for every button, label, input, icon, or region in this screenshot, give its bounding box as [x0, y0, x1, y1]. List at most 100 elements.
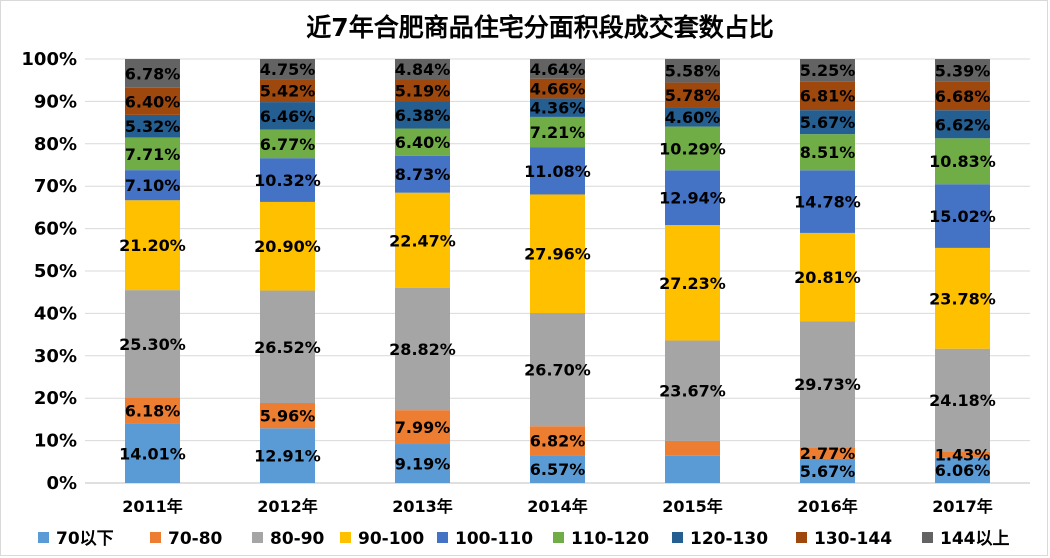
- x-tick-label: 2014年: [527, 497, 588, 516]
- bar-segment: [665, 225, 720, 341]
- bar-segment: [395, 101, 450, 129]
- x-axis: 2011年 2012年 2013年 2014年 2015年 2016年 2017年: [122, 497, 993, 516]
- data-label: 6.81%: [800, 87, 856, 106]
- bar-segment: [125, 114, 180, 138]
- data-label: 5.25%: [800, 61, 856, 80]
- data-label: 5.96%: [260, 407, 316, 426]
- x-tick-label: 2015年: [662, 497, 723, 516]
- bar-segment: [935, 457, 990, 483]
- bar-segment: [125, 170, 180, 201]
- chart-title: 近7年合肥商品住宅分面积段成交套数占比: [306, 13, 773, 42]
- bar-segment: [935, 348, 990, 452]
- bar-segment: [125, 200, 180, 291]
- data-label: 27.96%: [524, 245, 591, 264]
- legend-swatch: [340, 532, 351, 543]
- bar-segment: [530, 78, 585, 99]
- bars: [125, 58, 990, 483]
- bar-segment: [935, 138, 990, 185]
- data-label: 7.71%: [125, 145, 181, 164]
- data-label: 28.82%: [389, 340, 456, 359]
- data-label: 27.23%: [659, 274, 726, 293]
- bar-segment: [125, 397, 180, 424]
- legend-label: 120-130: [690, 529, 768, 549]
- bar-segment: [125, 59, 180, 88]
- legend-swatch: [437, 532, 448, 543]
- bar-segment: [665, 170, 720, 226]
- x-tick-label: 2017年: [932, 497, 993, 516]
- bar-segment: [935, 184, 990, 248]
- bar-segment: [935, 110, 990, 139]
- data-label: 7.10%: [125, 176, 181, 195]
- y-tick-label: 60%: [34, 219, 77, 240]
- bar-segment: [260, 402, 315, 429]
- legend: 70以下 70-80 80-90 90-100 100-110 110-120 120-13…: [38, 529, 1010, 549]
- bar-segment: [935, 59, 990, 82]
- bar-segment: [665, 126, 720, 171]
- data-label: 12.91%: [254, 447, 321, 466]
- data-label: 5.67%: [800, 462, 856, 481]
- bar-segment: [665, 340, 720, 441]
- bar-segment: [125, 290, 180, 398]
- data-label: 15.02%: [929, 207, 996, 226]
- legend-swatch: [922, 532, 933, 543]
- bar-segment: [395, 128, 450, 156]
- bar-segment: [260, 201, 315, 291]
- bar-segment: [665, 82, 720, 108]
- legend-swatch: [672, 532, 683, 543]
- legend-label: 70-80: [168, 529, 223, 549]
- data-label: 22.47%: [389, 231, 456, 250]
- data-label: 5.42%: [260, 82, 316, 101]
- bar-segment: [935, 247, 990, 349]
- data-label: 5.19%: [395, 81, 451, 100]
- data-label: 4.84%: [395, 60, 451, 79]
- bar-segment: [395, 287, 450, 411]
- bar-segment: [665, 107, 720, 127]
- bar-segment: [530, 194, 585, 314]
- data-label: 14.01%: [119, 444, 186, 463]
- bar-segment: [800, 134, 855, 171]
- legend-swatch: [38, 532, 49, 543]
- data-label: 5.78%: [665, 86, 721, 105]
- y-tick-label: 0%: [46, 473, 77, 494]
- data-label: 24.18%: [929, 391, 996, 410]
- data-labels: 14.01% 6.18% 25.30% 21.20% 7.10% 7.71% 5.32% 6.…: [119, 60, 996, 481]
- legend-label: 80-90: [270, 529, 325, 549]
- data-label: 7.99%: [395, 418, 451, 437]
- bar-segment: [800, 458, 855, 483]
- bar-segment: [260, 58, 315, 80]
- data-label: 20.90%: [254, 237, 321, 256]
- data-label: 6.78%: [125, 64, 181, 83]
- y-tick-label: 20%: [34, 388, 77, 409]
- bar-segment: [395, 410, 450, 445]
- bar-segment: [125, 137, 180, 171]
- data-label: 5.67%: [800, 113, 856, 132]
- bar-segment: [530, 313, 585, 427]
- data-label: 4.75%: [260, 60, 316, 79]
- data-label: 8.73%: [395, 165, 451, 184]
- data-label: 6.40%: [395, 133, 451, 152]
- bar-segment: [260, 102, 315, 130]
- bar-segment: [395, 444, 450, 483]
- y-tick-label: 30%: [34, 346, 77, 367]
- bar-segment: [260, 158, 315, 202]
- bar-segment: [665, 58, 720, 83]
- bar-segment: [395, 79, 450, 102]
- legend-label: 100-110: [455, 529, 533, 549]
- data-label: 6.40%: [125, 92, 181, 111]
- bar-segment: [530, 98, 585, 117]
- data-label: 6.18%: [125, 401, 181, 420]
- legend-label: 90-100: [358, 529, 424, 549]
- data-label: 2.77%: [800, 444, 856, 463]
- data-label: 6.57%: [530, 460, 586, 479]
- data-label: 9.19%: [395, 455, 451, 474]
- data-label: 4.36%: [530, 99, 586, 118]
- data-label: 5.39%: [935, 61, 991, 80]
- bar-segment: [530, 59, 585, 79]
- data-label: 10.32%: [254, 171, 321, 190]
- bar-segment: [935, 81, 990, 111]
- legend-swatch: [150, 532, 161, 543]
- data-label: 6.62%: [935, 115, 991, 134]
- bar-segment: [530, 147, 585, 195]
- bar-segment: [800, 232, 855, 322]
